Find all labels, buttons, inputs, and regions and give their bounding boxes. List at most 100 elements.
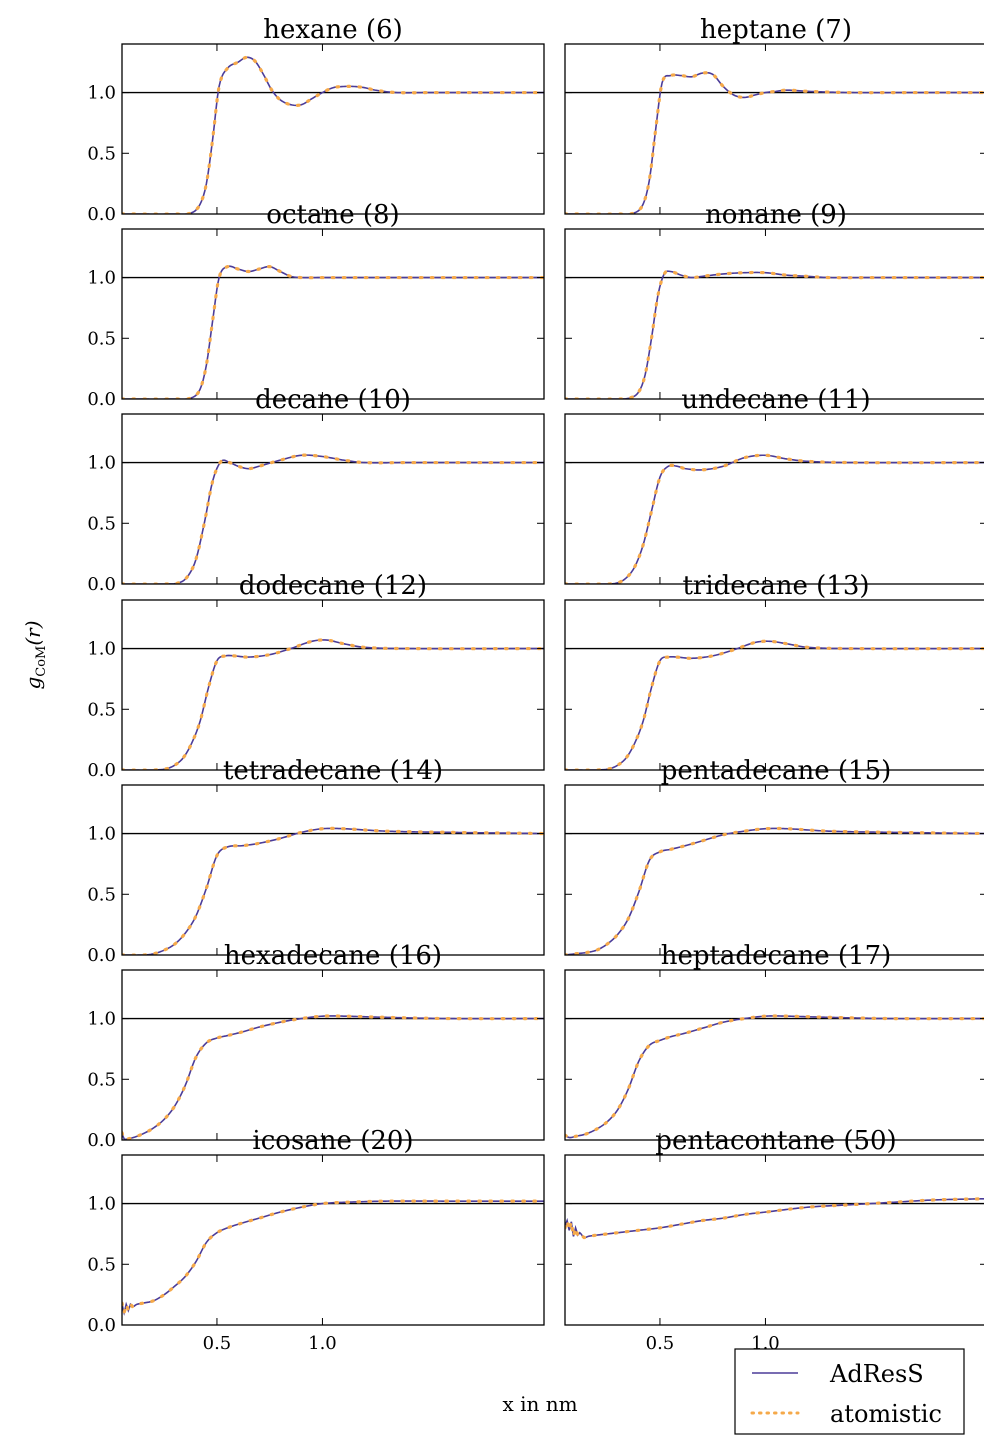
series-atomistic-line <box>565 269 984 399</box>
panel-icosane-20: 0.0 0.5 1.0 0.5 1.0 icosane (20) <box>87 1126 545 1354</box>
plot-area-dodecane-12 <box>122 638 544 770</box>
panel-title: hexane (6) <box>263 15 403 45</box>
series-atomistic-line <box>122 453 544 584</box>
x-tick-label: 0.5 <box>203 1333 232 1354</box>
y-tick-label: 0.5 <box>87 328 116 349</box>
panel-title: octane (8) <box>266 200 399 230</box>
y-tick-label: 1.0 <box>87 83 116 104</box>
y-axis-label: gCoM(r) <box>21 620 49 689</box>
panel-dodecane-12: 0.0 0.5 1.0 dodecane (12) <box>87 571 545 781</box>
panel-title: tridecane (13) <box>682 571 869 601</box>
y-tick-label: 0.5 <box>87 143 116 164</box>
axes-frame <box>564 43 984 215</box>
legend-box <box>734 1348 965 1435</box>
axes-frame <box>564 1154 984 1326</box>
x-tick-label: 1.0 <box>308 1333 337 1354</box>
y-tick-label: 0.5 <box>87 699 116 720</box>
plot-area-pentadecane-15 <box>565 826 984 955</box>
plot-area-heptadecane-17 <box>565 1014 984 1140</box>
y-tick-label: 1.0 <box>87 639 116 660</box>
x-tick-label: 0.5 <box>646 1333 675 1354</box>
y-tick-label: 0.5 <box>87 1069 116 1090</box>
panels: 0.0 0.5 1.0 hexane (6) heptane (7) 0.0 0.5 1.0 o… <box>87 15 984 1354</box>
series-adress-line <box>565 1015 984 1139</box>
series-adress-line <box>565 270 984 399</box>
series-atomistic-line <box>122 638 544 770</box>
legend: AdResS atomistic <box>734 1348 965 1435</box>
panel-pentadecane-15: pentadecane (15) <box>564 756 984 956</box>
y-tick-label: 1.0 <box>87 268 116 289</box>
plot-area-tetradecane-14 <box>122 826 544 955</box>
series-atomistic-line <box>565 453 984 584</box>
series-adress-line <box>565 640 984 770</box>
series-atomistic-line <box>565 639 984 770</box>
y-tick-label: 0.5 <box>87 513 116 534</box>
series-adress-line <box>122 827 544 955</box>
legend-label-adress: AdResS <box>829 1360 924 1388</box>
y-tick-label: 0.5 <box>87 884 116 905</box>
series-atomistic-line <box>122 1014 544 1140</box>
plot-area-nonane-9 <box>565 269 984 399</box>
panel-title: hexadecane (16) <box>224 941 442 971</box>
panel-title: nonane (9) <box>705 200 847 230</box>
axes-frame <box>121 969 545 1141</box>
y-axis-label-subscript: CoM <box>34 646 49 677</box>
y-tick-label: 1.0 <box>87 453 116 474</box>
y-axis-label-argument: (r) <box>21 620 45 645</box>
y-tick-label: 0.0 <box>87 1315 116 1336</box>
series-atomistic-line <box>565 826 984 955</box>
plot-area-decane-10 <box>122 453 544 584</box>
axes-frame <box>564 784 984 956</box>
series-adress-line <box>122 639 544 770</box>
y-tick-label: 0.0 <box>87 389 116 410</box>
series-adress-line <box>122 454 544 584</box>
axes-frame <box>121 413 545 585</box>
axes-frame <box>121 43 545 215</box>
y-axis-label-symbol: g <box>21 677 45 690</box>
panel-octane-8: 0.0 0.5 1.0 octane (8) <box>87 200 545 410</box>
series-adress-line <box>565 71 984 214</box>
series-atomistic-line <box>122 1199 544 1319</box>
panel-tridecane-13: tridecane (13) <box>564 571 984 771</box>
legend-label-atomistic: atomistic <box>830 1400 942 1428</box>
series-adress-line <box>122 1200 544 1316</box>
series-atomistic-line <box>122 826 544 955</box>
y-tick-label: 1.0 <box>87 1194 116 1215</box>
panel-title: decane (10) <box>255 385 411 415</box>
plot-area-undecane-11 <box>565 453 984 584</box>
axes-frame <box>564 413 984 585</box>
series-adress-line <box>565 827 984 955</box>
axes-frame <box>121 1154 545 1326</box>
y-tick-label: 0.0 <box>87 945 116 966</box>
plot-area-hexane-6 <box>122 55 544 214</box>
panel-title: undecane (11) <box>681 385 870 415</box>
series-adress-line <box>565 454 984 584</box>
y-tick-label: 0.0 <box>87 204 116 225</box>
panel-title: tetradecane (14) <box>223 756 443 786</box>
series-atomistic-line <box>565 1014 984 1140</box>
axes-frame <box>564 599 984 771</box>
panel-heptadecane-17: heptadecane (17) <box>564 941 984 1141</box>
y-tick-label: 1.0 <box>87 824 116 845</box>
plot-area-pentacontane-50 <box>565 1197 984 1240</box>
series-adress-line <box>122 1015 544 1140</box>
series-atomistic-line <box>565 1197 984 1240</box>
panel-title: icosane (20) <box>252 1126 413 1156</box>
axes-frame <box>564 228 984 400</box>
y-tick-label: 1.0 <box>87 1009 116 1030</box>
plot-area-hexadecane-16 <box>122 1014 544 1140</box>
panel-hexadecane-16: 0.0 0.5 1.0 hexadecane (16) <box>87 941 545 1151</box>
panel-nonane-9: nonane (9) <box>564 200 984 400</box>
y-tick-label: 0.0 <box>87 574 116 595</box>
plot-area-icosane-20 <box>122 1199 544 1319</box>
y-tick-label: 0.0 <box>87 1130 116 1151</box>
axes-frame <box>121 599 545 771</box>
plot-area-tridecane-13 <box>565 639 984 770</box>
panel-decane-10: 0.0 0.5 1.0 decane (10) <box>87 385 545 595</box>
panel-hexane-6: 0.0 0.5 1.0 hexane (6) <box>87 15 545 225</box>
x-axis-label: x in nm <box>502 1392 577 1416</box>
panel-title: pentadecane (15) <box>661 756 892 786</box>
panel-title: heptadecane (17) <box>661 941 892 971</box>
